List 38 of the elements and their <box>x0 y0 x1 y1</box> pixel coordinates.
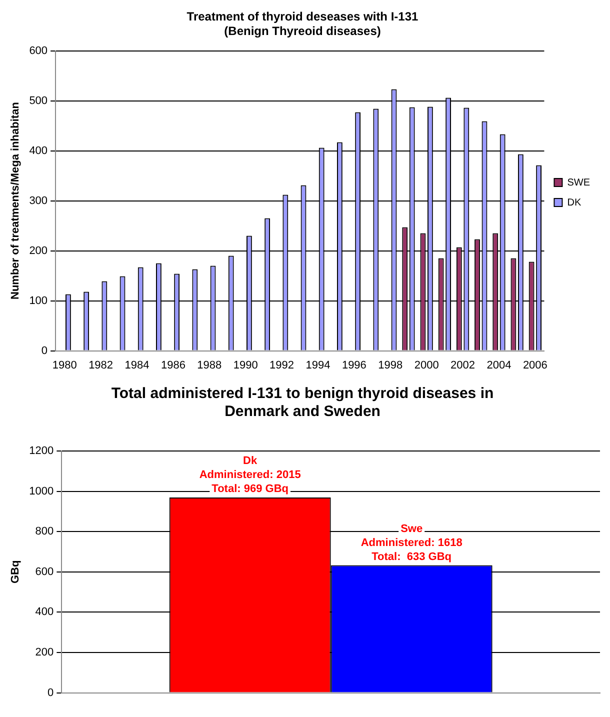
legend-label: SWE <box>567 177 590 188</box>
y-tick-label: 600 <box>29 44 48 57</box>
data-label: Administered: 2015 Total: 969 GBq <box>199 469 301 496</box>
legend-label: DK <box>567 197 582 208</box>
x-tick-label: 1988 <box>197 359 222 372</box>
y-tick-label: 800 <box>35 526 54 538</box>
x-tick-label: 1982 <box>88 359 114 372</box>
y-axis-title: GBq <box>10 560 22 584</box>
x-tick-label: 1996 <box>342 359 366 372</box>
x-tick-label: 2006 <box>522 359 548 372</box>
text: Dk <box>243 455 258 468</box>
y-tick-label: 0 <box>41 344 48 357</box>
y-tick-label: 100 <box>29 294 48 307</box>
chart-title: Total administered I-131 to benign thyroid diseases in Denmark and Sweden <box>111 385 494 420</box>
y-tick-label: 500 <box>29 94 48 107</box>
text: Swe <box>400 522 423 535</box>
chart-title: Treatment of thyroid deseases with I-131 (Benign Thyreoid diseases) <box>186 10 419 38</box>
y-tick-label: 400 <box>35 606 54 618</box>
x-tick-label: 1984 <box>124 359 150 372</box>
y-tick-label: 200 <box>29 244 48 257</box>
y-tick-label: 400 <box>29 144 48 157</box>
x-tick-label: 2002 <box>450 359 476 372</box>
data-label: Administered: 1618 Total: 633 GBq <box>360 536 462 563</box>
x-tick-label: 1986 <box>160 359 186 372</box>
y-tick-label: 200 <box>35 646 54 659</box>
x-tick-label: 1998 <box>378 359 403 372</box>
x-tick-label: 2000 <box>414 359 439 372</box>
y-tick-label: 600 <box>35 566 54 578</box>
y-tick-label: 300 <box>29 194 48 207</box>
x-tick-label: 1980 <box>52 359 77 372</box>
x-tick-label: 1990 <box>233 359 258 372</box>
x-tick-label: 1992 <box>270 359 294 372</box>
y-axis-title: Number of treatments/Mega inhabitan <box>10 102 22 300</box>
y-tick-label: 1000 <box>29 485 54 498</box>
y-tick-label: 1200 <box>29 445 54 458</box>
x-tick-label: 1994 <box>306 359 330 372</box>
x-tick-label: 2004 <box>486 359 512 372</box>
y-tick-label: 0 <box>48 686 54 699</box>
